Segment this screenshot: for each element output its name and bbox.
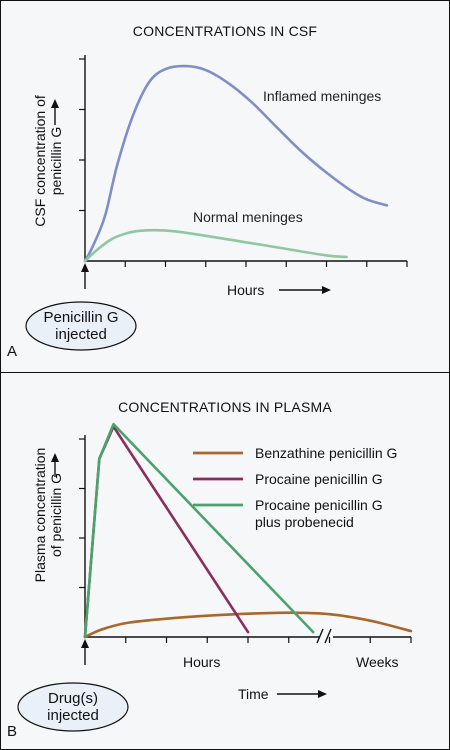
panel-label: B <box>7 723 18 740</box>
y-axis-label-line: CSF concentration of <box>32 95 48 227</box>
chart-title: CONCENTRATIONS IN CSF <box>132 23 318 39</box>
x-segment-label-weeks: Weeks <box>356 654 399 670</box>
y-label-arrow-head <box>51 453 59 462</box>
x-segment-label-hours: Hours <box>183 654 220 670</box>
x-label-arrow-head <box>318 690 327 698</box>
series-line <box>83 611 413 639</box>
y-axis-label: CSF concentration ofpenicillin G <box>32 95 64 227</box>
y-axis-label-line: Plasma concentration <box>32 448 48 583</box>
x-axis-label: Hours <box>227 282 264 298</box>
legend-entry: Benzathine penicillin G <box>255 445 397 461</box>
series-label-inflamed: Inflamed meninges <box>263 88 381 104</box>
series-line <box>83 422 315 639</box>
csf-chart: CSF concentration ofpenicillin G Penicill… <box>25 55 408 351</box>
event-label-line: injected <box>47 707 99 724</box>
series-line <box>83 425 250 639</box>
plasma-chart: Plasma concentrationof penicillin G Drug(… <box>17 422 413 732</box>
event-arrow-head <box>81 263 89 272</box>
event-ellipse <box>17 682 129 732</box>
legend-entry: Procaine penicillin G <box>255 471 383 487</box>
x-label-arrow-head <box>322 286 331 294</box>
event-arrow-head <box>81 639 89 648</box>
chart-title: CONCENTRATIONS IN PLASMA <box>118 399 332 415</box>
series-label-normal: Normal meninges <box>193 209 303 225</box>
event-label-line: injected <box>55 326 107 343</box>
y-label-arrow-head <box>51 99 59 108</box>
series-line <box>83 228 348 263</box>
series-line <box>83 64 389 263</box>
legend-entry: Procaine penicillin G <box>255 497 383 513</box>
axis-break-mark <box>316 628 324 644</box>
event-label-line: Drug(s) <box>48 690 98 707</box>
y-axis-label-line: of penicillin G <box>48 473 64 557</box>
panel-b: CONCENTRATIONS IN PLASMA B Plasma concen… <box>0 372 450 750</box>
axis-break-mark <box>324 628 332 644</box>
panel-a: CONCENTRATIONS IN CSF A CSF concentratio… <box>0 0 450 374</box>
y-axis-label: Plasma concentrationof penicillin G <box>32 448 64 583</box>
y-axis-label-line: penicillin G <box>48 127 64 195</box>
panel-label: A <box>7 343 18 360</box>
x-axis-label: Time <box>238 686 269 702</box>
legend-entry: plus probenecid <box>255 514 354 530</box>
event-label-line: Penicillin G <box>43 309 118 326</box>
event-ellipse <box>25 301 137 351</box>
